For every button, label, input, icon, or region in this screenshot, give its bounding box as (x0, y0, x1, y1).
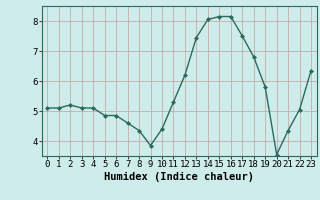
X-axis label: Humidex (Indice chaleur): Humidex (Indice chaleur) (104, 172, 254, 182)
